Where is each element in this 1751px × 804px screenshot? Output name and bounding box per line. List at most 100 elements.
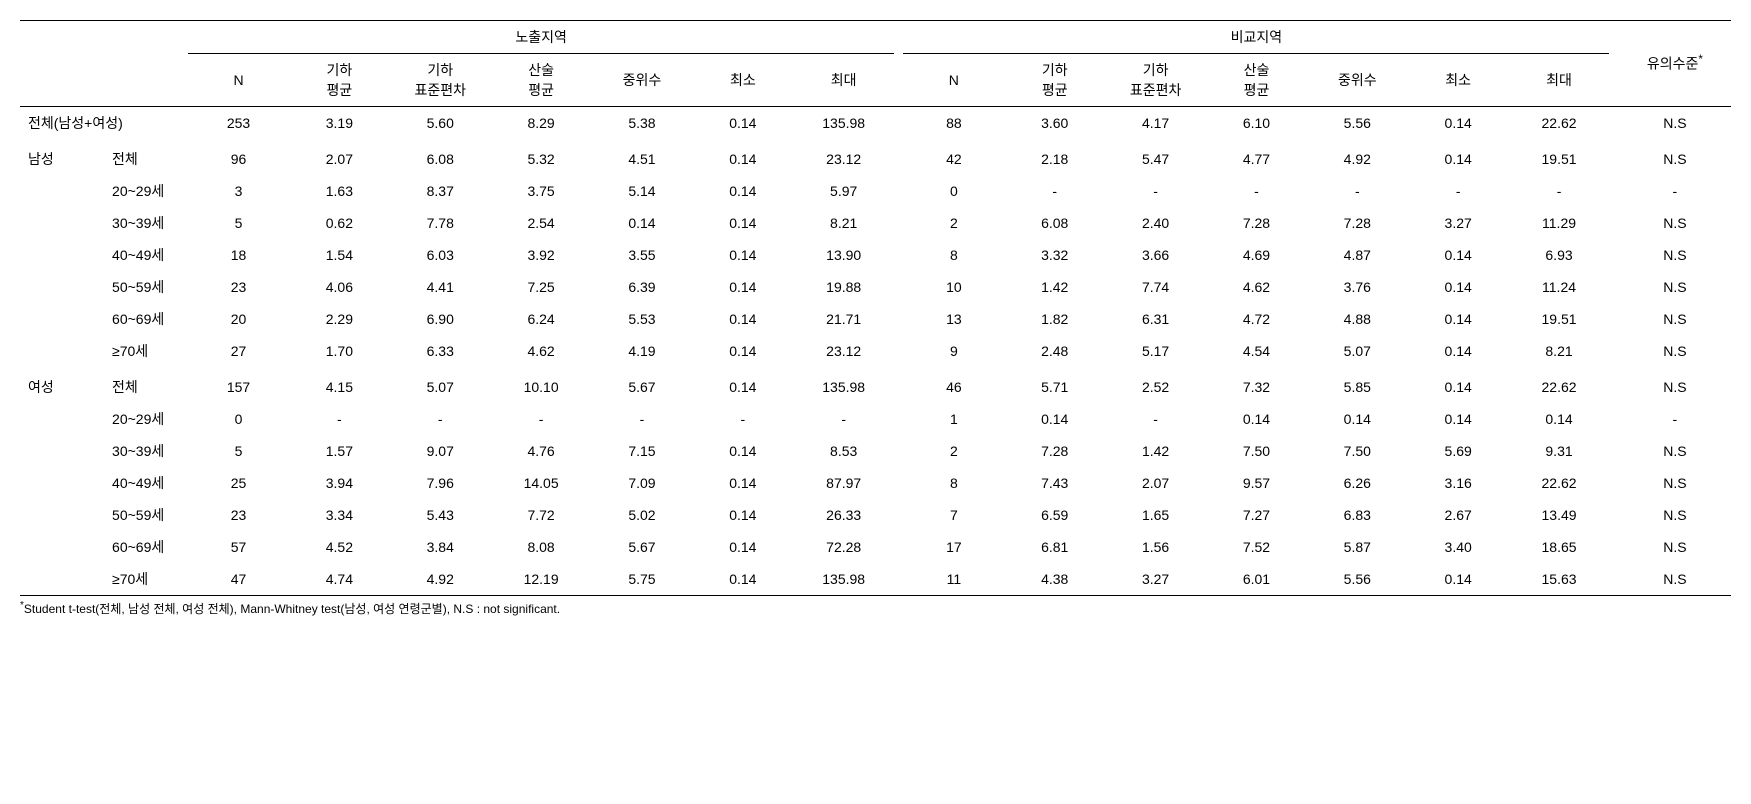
data-cell: 17 xyxy=(903,531,1004,563)
sig-label: 유의수준 xyxy=(1647,56,1699,72)
data-cell: - xyxy=(1509,175,1610,207)
spacer-cell xyxy=(894,107,903,140)
data-cell: 3.34 xyxy=(289,499,390,531)
data-cell: 10.10 xyxy=(491,367,592,403)
row-label-1 xyxy=(20,239,104,271)
data-cell: 18.65 xyxy=(1509,531,1610,563)
data-cell: 5.71 xyxy=(1004,367,1105,403)
group2-header: 비교지역 xyxy=(903,21,1609,54)
data-cell: - xyxy=(1105,403,1206,435)
spacer-cell xyxy=(894,207,903,239)
footnote: *Student t-test(전체, 남성 전체, 여성 전체), Mann-… xyxy=(20,596,1731,617)
table-row: 30~39세51.579.074.767.150.148.5327.281.42… xyxy=(20,435,1731,467)
data-cell: 5.60 xyxy=(390,107,491,140)
data-cell: 135.98 xyxy=(793,107,894,140)
spacer-cell xyxy=(1609,239,1618,271)
data-cell: - xyxy=(1408,175,1509,207)
data-cell: 5.85 xyxy=(1307,367,1408,403)
table-row: 남성전체962.076.085.324.510.1423.12422.185.4… xyxy=(20,139,1731,175)
data-cell: 135.98 xyxy=(793,367,894,403)
row-label-2: ≥70세 xyxy=(104,335,188,367)
data-cell: 7.28 xyxy=(1307,207,1408,239)
data-cell: 5.56 xyxy=(1307,563,1408,596)
data-cell: - xyxy=(1206,175,1307,207)
data-cell: 19.88 xyxy=(793,271,894,303)
data-cell: 0.14 xyxy=(1408,303,1509,335)
data-cell: 5.97 xyxy=(793,175,894,207)
data-cell: 4.15 xyxy=(289,367,390,403)
data-cell: 20 xyxy=(188,303,289,335)
data-cell: 0.62 xyxy=(289,207,390,239)
data-cell: 23 xyxy=(188,271,289,303)
data-cell: - xyxy=(692,403,793,435)
data-cell: 7.78 xyxy=(390,207,491,239)
data-cell: 3.94 xyxy=(289,467,390,499)
data-cell: 1 xyxy=(903,403,1004,435)
table-row: ≥70세271.706.334.624.190.1423.1292.485.17… xyxy=(20,335,1731,367)
data-cell: - xyxy=(390,403,491,435)
data-cell: 4.41 xyxy=(390,271,491,303)
data-cell: 1.63 xyxy=(289,175,390,207)
spacer-cell xyxy=(1609,367,1618,403)
data-cell: 1.42 xyxy=(1004,271,1105,303)
data-cell: 7.15 xyxy=(592,435,693,467)
data-cell: - xyxy=(592,403,693,435)
spacer-cell xyxy=(894,435,903,467)
spacer-cell xyxy=(894,139,903,175)
data-cell: 0.14 xyxy=(1408,139,1509,175)
data-cell: 0.14 xyxy=(592,207,693,239)
row-label-2: 60~69세 xyxy=(104,531,188,563)
data-cell: 4.74 xyxy=(289,563,390,596)
spacer-cell xyxy=(894,239,903,271)
data-cell: 10 xyxy=(903,271,1004,303)
data-cell: 22.62 xyxy=(1509,367,1610,403)
row-label-2: 50~59세 xyxy=(104,499,188,531)
data-cell: 0.14 xyxy=(1408,403,1509,435)
data-cell: 0.14 xyxy=(1307,403,1408,435)
data-cell: 8.08 xyxy=(491,531,592,563)
column-header: 기하평균 xyxy=(1004,54,1105,107)
row-label-2: ≥70세 xyxy=(104,563,188,596)
row-label-1 xyxy=(20,335,104,367)
spacer-cell xyxy=(1609,499,1618,531)
row-label-1: 여성 xyxy=(20,367,104,403)
data-cell: 3.66 xyxy=(1105,239,1206,271)
data-cell: 4.51 xyxy=(592,139,693,175)
data-cell: 3.32 xyxy=(1004,239,1105,271)
spacer-cell xyxy=(894,531,903,563)
data-cell: 5.07 xyxy=(390,367,491,403)
spacer-cell xyxy=(1609,107,1618,140)
data-cell: 3.55 xyxy=(592,239,693,271)
data-cell: 22.62 xyxy=(1509,107,1610,140)
data-cell: - xyxy=(1307,175,1408,207)
data-cell: 3.27 xyxy=(1105,563,1206,596)
data-cell: 2 xyxy=(903,207,1004,239)
data-cell: 2.29 xyxy=(289,303,390,335)
table-row: 60~69세202.296.906.245.530.1421.71131.826… xyxy=(20,303,1731,335)
significance-cell: N.S xyxy=(1619,531,1731,563)
table-row: 60~69세574.523.848.085.670.1472.28176.811… xyxy=(20,531,1731,563)
data-cell: 0.14 xyxy=(692,271,793,303)
table-row: 여성전체1574.155.0710.105.670.14135.98465.71… xyxy=(20,367,1731,403)
data-cell: 7.28 xyxy=(1004,435,1105,467)
spacer-cell xyxy=(1609,335,1618,367)
data-cell: 4.92 xyxy=(390,563,491,596)
data-cell: - xyxy=(491,403,592,435)
sig-sup: * xyxy=(1698,53,1703,66)
data-cell: 7.27 xyxy=(1206,499,1307,531)
data-cell: 1.82 xyxy=(1004,303,1105,335)
data-cell: 6.31 xyxy=(1105,303,1206,335)
data-cell: 3 xyxy=(188,175,289,207)
data-cell: 4.62 xyxy=(491,335,592,367)
data-cell: 5.47 xyxy=(1105,139,1206,175)
data-cell: 7.43 xyxy=(1004,467,1105,499)
data-cell: 0.14 xyxy=(1408,367,1509,403)
spacer-cell xyxy=(894,499,903,531)
column-header: 최대 xyxy=(793,54,894,107)
spacer-cell xyxy=(894,175,903,207)
data-cell: 12.19 xyxy=(491,563,592,596)
significance-cell: N.S xyxy=(1619,499,1731,531)
statistics-table: 노출지역 비교지역 유의수준* N기하평균기하표준편차산술평균중위수최소최대N기… xyxy=(20,20,1731,596)
data-cell: 0.14 xyxy=(1509,403,1610,435)
data-cell: 26.33 xyxy=(793,499,894,531)
